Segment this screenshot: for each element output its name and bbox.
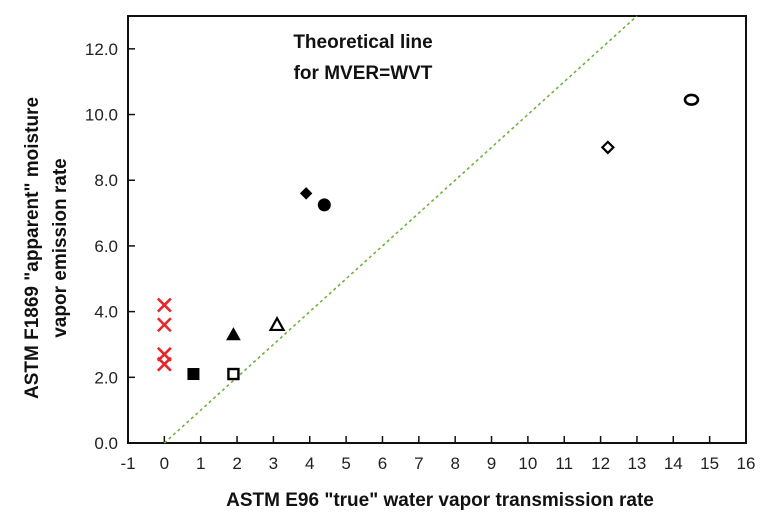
x-tick-label: 1	[196, 454, 205, 473]
data-point-circle-marker	[317, 198, 331, 212]
data-point-diamond-marker	[299, 187, 313, 200]
annotation-line-1: Theoretical line	[293, 32, 432, 53]
chart-text: Theoretical line for MVER=WVT ASTM E96 "…	[22, 32, 654, 511]
y-tick-label: 4.0	[94, 303, 118, 322]
x-tick-label: 10	[518, 454, 537, 473]
x-tick-label: 15	[700, 454, 719, 473]
x-tick-label: 5	[341, 454, 350, 473]
y-tick-label: 8.0	[94, 171, 118, 190]
y-tick-label: 6.0	[94, 237, 118, 256]
x-marker-stroke	[156, 297, 172, 313]
x-axis-title: ASTM E96 "true" water vapor transmission…	[226, 490, 654, 511]
x-marker-stroke	[156, 356, 172, 372]
x-tick-label: 11	[555, 454, 573, 473]
x-tick-label: 0	[160, 454, 169, 473]
x-tick-label: 6	[378, 454, 387, 473]
reference-line-group	[163, 15, 638, 444]
x-tick-label: 7	[414, 454, 423, 473]
data-point-x-marker	[156, 356, 172, 372]
x-marker-stroke	[156, 317, 172, 333]
x-tick-label: 4	[305, 454, 314, 473]
data-point-triangle-marker	[268, 315, 286, 332]
axes: 0.02.04.06.08.010.012.0-1 0 1 2 3 4 5 6 7 8 9 10 11 1…	[85, 15, 756, 473]
data-point-circle-marker	[683, 93, 700, 106]
data-point-diamond-marker	[600, 140, 615, 155]
x-tick-label: 9	[487, 454, 496, 473]
y-tick-label: 12.0	[85, 40, 118, 59]
x-tick-label: -1	[120, 454, 135, 473]
data-point-triangle-marker	[226, 327, 241, 341]
theoretical-line	[163, 15, 638, 444]
x-tick-label: 16	[737, 454, 756, 473]
x-tick-label: 2	[232, 454, 241, 473]
y-axis-title-line-1: ASTM F1869 "apparent" moisture	[22, 97, 43, 399]
data-point-square-marker	[187, 368, 200, 381]
x-tick-label: 8	[450, 454, 459, 473]
y-axis-title-line-2: vapor emission rate	[50, 158, 71, 338]
y-tick-label: 2.0	[94, 368, 118, 387]
y-tick-label: 10.0	[85, 106, 118, 125]
x-tick-label: 14	[664, 454, 683, 473]
x-tick-label: 13	[627, 454, 646, 473]
data-point-square-marker	[227, 367, 240, 381]
x-tick-label: 12	[591, 454, 610, 473]
data-point-x-marker	[156, 297, 172, 313]
x-tick-label: 3	[269, 454, 278, 473]
data-point-x-marker	[156, 317, 172, 333]
plot-frame	[127, 15, 747, 444]
y-tick-label: 0.0	[94, 434, 118, 453]
data-points	[156, 93, 700, 381]
annotation-line-2: for MVER=WVT	[294, 63, 433, 84]
